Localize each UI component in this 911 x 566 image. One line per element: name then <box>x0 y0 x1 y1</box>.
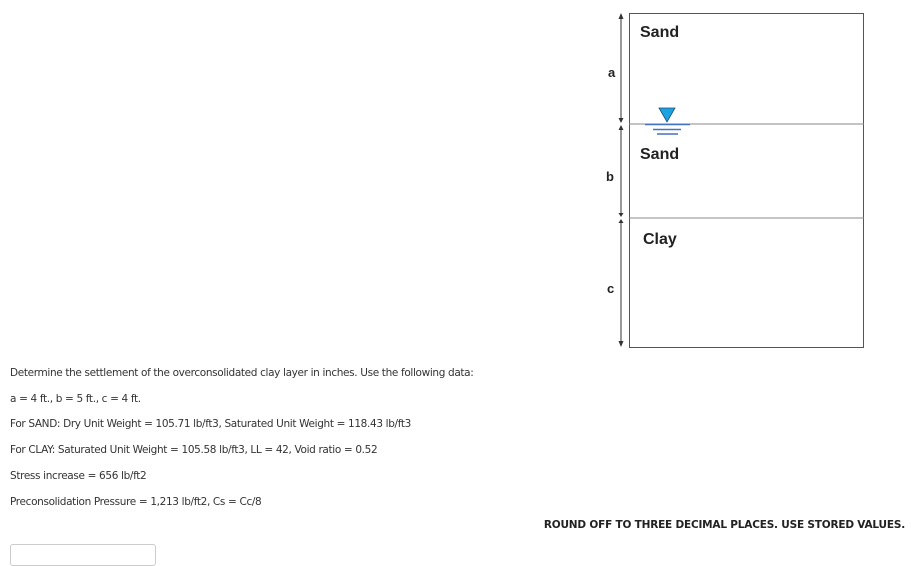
dimension-c: c <box>607 281 614 296</box>
dimensions-line: a = 4 ft., b = 5 ft., c = 4 ft. <box>10 393 141 405</box>
sand-properties-line: For SAND: Dry Unit Weight = 105.71 lb/ft… <box>10 418 411 430</box>
layer-label-sand-dry: Sand <box>640 24 679 41</box>
clay-properties-line: For CLAY: Saturated Unit Weight = 105.58… <box>10 444 378 456</box>
rounding-instruction: ROUND OFF TO THREE DECIMAL PLACES. USE S… <box>543 519 905 531</box>
dimension-arrows <box>618 13 624 347</box>
dimension-b: b <box>606 169 614 184</box>
dimension-a: a <box>608 65 616 80</box>
water-table-icon <box>645 107 690 135</box>
soil-profile-diagram: a b c Sand Sand Clay <box>606 13 864 348</box>
stress-increase-line: Stress increase = 656 lb/ft2 <box>10 470 147 482</box>
profile-box <box>629 13 864 348</box>
answer-input[interactable] <box>10 544 156 566</box>
preconsolidation-line: Preconsolidation Pressure = 1,213 lb/ft2… <box>10 496 262 508</box>
question-prompt: Determine the settlement of the overcons… <box>10 367 474 379</box>
layer-label-clay: Clay <box>643 231 677 248</box>
layer-label-sand-saturated: Sand <box>640 146 679 163</box>
